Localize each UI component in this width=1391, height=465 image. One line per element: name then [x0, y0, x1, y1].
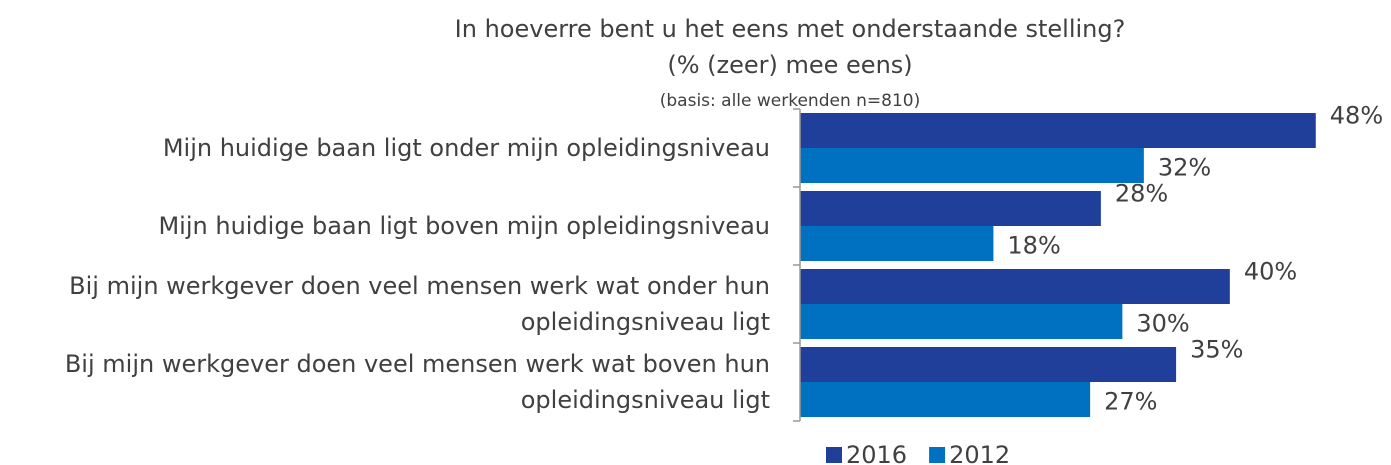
bar — [800, 269, 1230, 304]
chart-title: In hoeverre bent u het eens met ondersta… — [455, 15, 1126, 43]
value-label: 32% — [1158, 154, 1211, 182]
legend-swatch — [826, 447, 842, 463]
value-label: 28% — [1115, 180, 1168, 208]
value-label: 18% — [1007, 232, 1060, 260]
value-label: 30% — [1136, 310, 1189, 338]
chart-subtitle: (% (zeer) mee eens) — [667, 51, 912, 79]
bar — [800, 347, 1177, 382]
legend-label: 2012 — [949, 441, 1010, 465]
legend-swatch — [929, 447, 946, 463]
category-label: Bij mijn werkgever doen veel mensen werk… — [69, 272, 770, 336]
bar — [800, 113, 1316, 148]
category-label: Mijn huidige baan ligt boven mijn opleid… — [158, 212, 770, 240]
value-label: 40% — [1244, 258, 1297, 286]
bar — [800, 226, 994, 261]
value-label: 27% — [1104, 388, 1157, 416]
category-label: Mijn huidige baan ligt onder mijn opleid… — [162, 134, 770, 162]
value-label: 35% — [1190, 336, 1243, 364]
value-label: 48% — [1330, 102, 1383, 130]
bar — [800, 148, 1144, 183]
bar — [800, 304, 1123, 339]
bar — [800, 191, 1101, 226]
category-label: Bij mijn werkgever doen veel mensen werk… — [64, 350, 770, 414]
bar — [800, 382, 1091, 417]
legend-label: 2016 — [846, 441, 907, 465]
chart-note: (basis: alle werkenden n=810) — [660, 91, 921, 111]
